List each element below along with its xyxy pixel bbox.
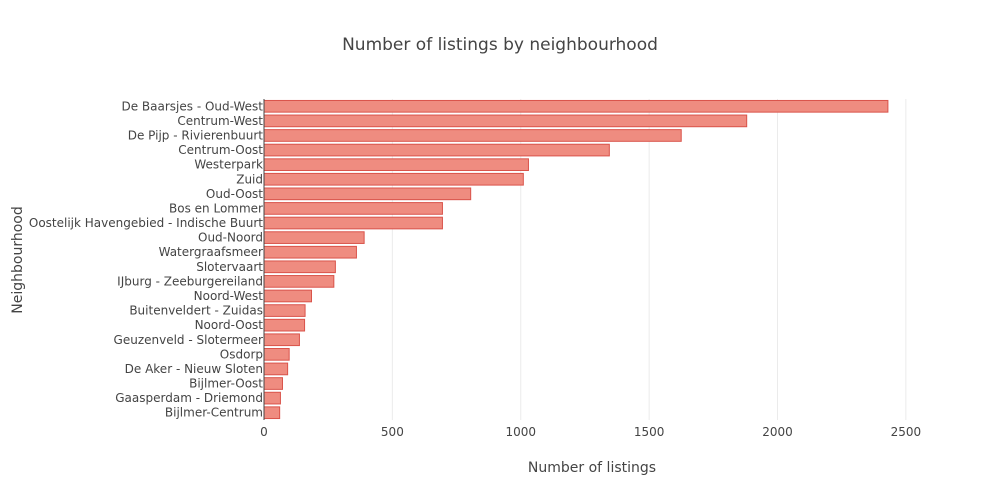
y-tick-label: Gaasperdam - Driemond	[115, 391, 263, 405]
y-tick-label: Oud-Noord	[198, 231, 263, 245]
y-tick-label: Zuid	[236, 172, 263, 186]
y-tick-label: Bijlmer-Centrum	[165, 406, 263, 420]
y-tick-label: Bos en Lommer	[169, 201, 263, 215]
y-tick-label: Osdorp	[220, 347, 263, 361]
bar[interactable]	[263, 172, 524, 186]
y-tick-label: Oostelijk Havengebied - Indische Buurt	[29, 216, 263, 230]
x-tick-label: 1000	[505, 425, 536, 439]
x-tick-labels: 0 500 1000 1500 2000 2500	[260, 425, 921, 439]
bar[interactable]	[263, 318, 306, 332]
y-tick-label: Oud-Oost	[206, 187, 263, 201]
chart-title: Number of listings by neighbourhood	[342, 35, 658, 55]
bar[interactable]	[263, 348, 290, 361]
x-tick-label: 0	[260, 425, 268, 439]
bar[interactable]	[263, 391, 281, 405]
bars	[263, 99, 889, 420]
x-tick-label: 2500	[891, 425, 922, 439]
y-tick-label: Westerpark	[194, 158, 263, 172]
bar[interactable]	[263, 289, 312, 303]
bar[interactable]	[263, 304, 306, 317]
bar[interactable]	[263, 129, 682, 142]
y-tick-label: Bijlmer-Oost	[189, 377, 263, 391]
bar[interactable]	[263, 333, 300, 347]
bar[interactable]	[263, 362, 289, 376]
bar[interactable]	[263, 245, 357, 259]
y-axis-title: Neighbourhood	[10, 206, 26, 313]
y-tick-label: Geuzenveld - Slotermeer	[114, 333, 264, 347]
bar[interactable]	[263, 202, 443, 215]
y-tick-label: Noord-Oost	[195, 318, 264, 332]
y-tick-label: De Pijp - Rivierenbuurt	[128, 128, 264, 142]
bar[interactable]	[263, 231, 365, 244]
bar[interactable]	[263, 377, 283, 390]
bar[interactable]	[263, 143, 610, 157]
bar[interactable]	[263, 99, 889, 113]
y-tick-label: Slotervaart	[196, 260, 263, 274]
x-tick-label: 1500	[634, 425, 665, 439]
y-tick-label: Centrum-West	[177, 114, 263, 128]
bar[interactable]	[263, 260, 336, 274]
bar[interactable]	[263, 406, 281, 420]
bar[interactable]	[263, 158, 529, 171]
bar[interactable]	[263, 114, 748, 128]
y-tick-label: De Baarsjes - Oud-West	[121, 99, 263, 113]
y-tick-label: Buitenveldert - Zuidas	[129, 304, 263, 318]
x-tick-label: 2000	[762, 425, 793, 439]
x-axis-title: Number of listings	[528, 460, 656, 476]
bar[interactable]	[263, 275, 335, 288]
y-tick-label: Watergraafsmeer	[159, 245, 263, 259]
x-tick-label: 500	[381, 425, 404, 439]
y-tick-label: De Aker - Nieuw Sloten	[125, 362, 263, 376]
bar[interactable]	[263, 216, 443, 230]
y-tick-label: IJburg - Zeeburgereiland	[117, 274, 263, 288]
bar[interactable]	[263, 187, 472, 201]
y-tick-label: Centrum-Oost	[178, 143, 263, 157]
y-tick-label: Noord-West	[194, 289, 264, 303]
